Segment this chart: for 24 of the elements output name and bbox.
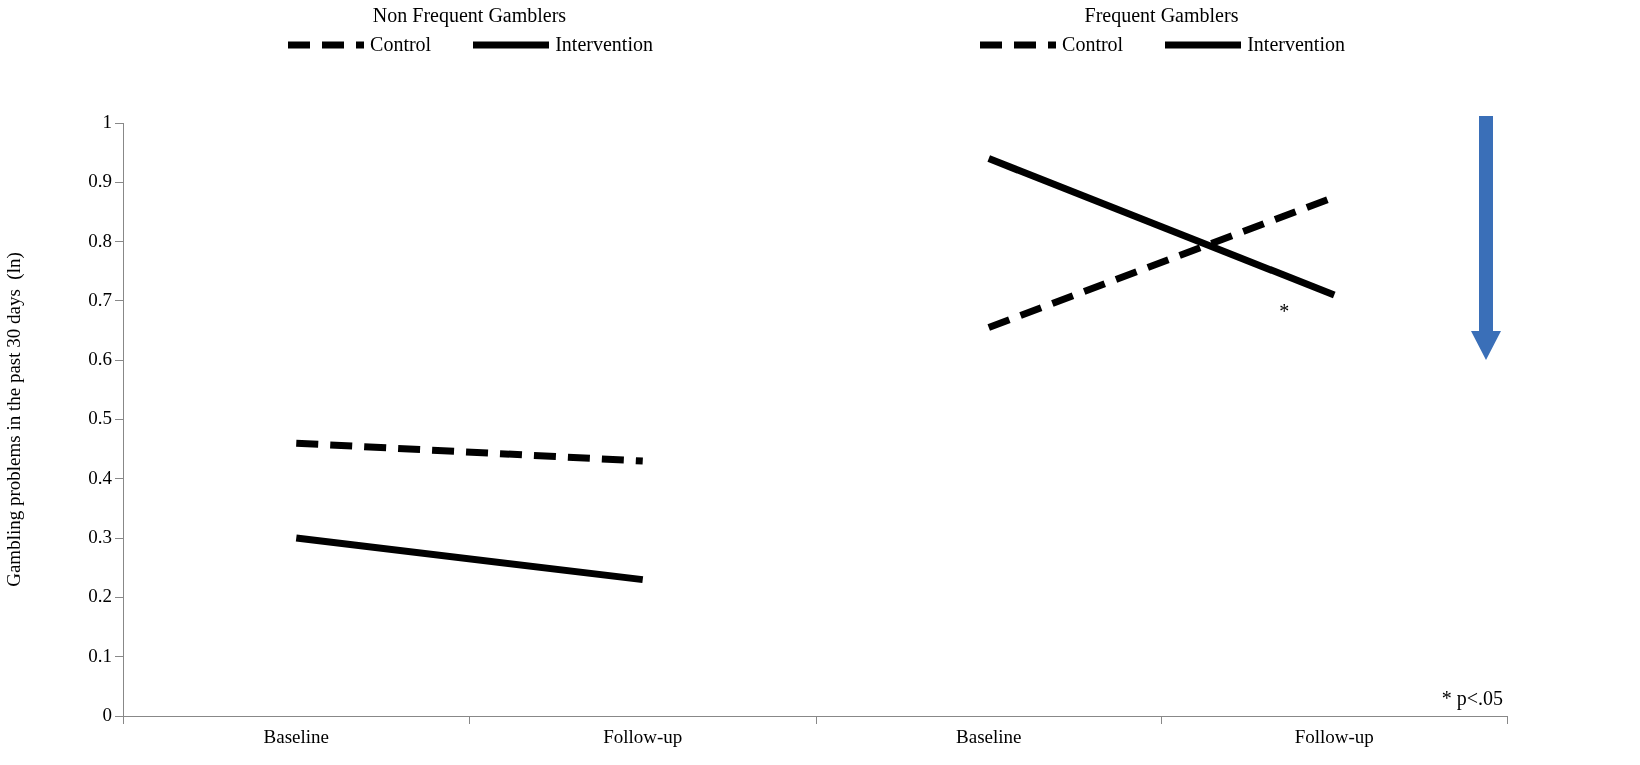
legend-label: Control [1062,33,1124,56]
y-tick-label: 0.6 [88,348,112,370]
x-tick-label: Follow-up [1294,726,1374,748]
annotation: * [1279,300,1290,323]
legend-label: Intervention [555,33,653,56]
y-tick-label: 0.1 [88,644,112,666]
x-tick-label: Follow-up [603,726,683,748]
legend-label: Intervention [1247,33,1345,56]
chart-title: Frequent Gamblers [1083,4,1240,27]
y-tick-label: 0.9 [88,170,112,192]
x-tick-label: Baseline [263,726,329,748]
legend-label: Control [370,33,432,56]
annotation: * p<.05 [1441,687,1503,711]
y-tick-label: 0.2 [88,585,112,607]
y-tick-label: 0.4 [88,466,113,488]
y-tick-label: 0.5 [88,407,112,429]
y-tick-label: 0.7 [88,288,112,310]
chart-title: Non Frequent Gamblers [371,4,568,27]
y-tick-label: 0.8 [88,229,112,251]
y-tick-label: 0.3 [88,526,112,548]
y-axis-title: Gambling problems in the past 30 days (ln) [3,252,26,587]
x-tick-label: Baseline [956,726,1022,748]
y-tick-label: 0 [102,703,112,725]
y-tick-label: 1 [102,110,112,132]
